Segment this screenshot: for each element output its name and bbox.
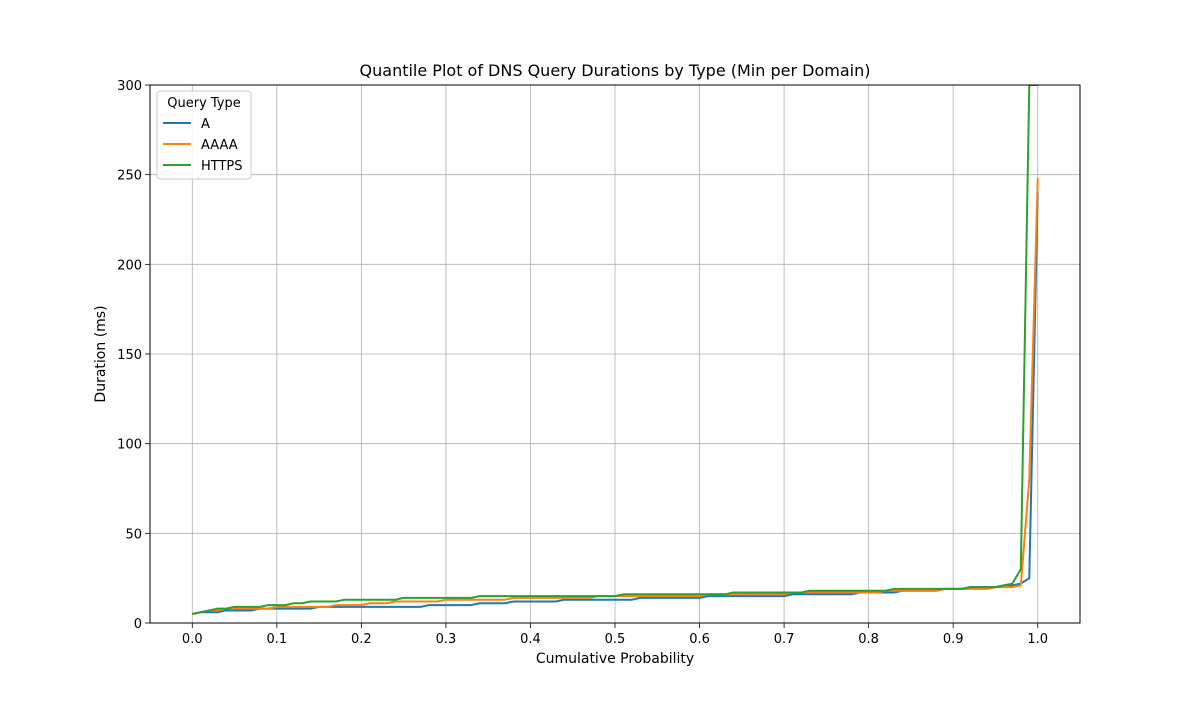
x-axis-ticks: 0.0 0.1 0.2 0.3 0.4 0.5 0.6 0.7 0.8 0.9 1.0 [182,623,1048,647]
legend-label-a: A [201,117,210,132]
x-tick-label: 0.6 [689,632,710,647]
legend-box [156,90,252,180]
x-tick-label: 0.9 [943,632,964,647]
legend-label-aaaa: AAAA [201,138,238,153]
x-tick-label: 0.4 [520,632,541,647]
series-line-a [192,192,1039,616]
x-tick-label: 0.2 [351,632,372,647]
x-tick-label: 0.0 [182,632,203,647]
y-tick-label: 0 [134,617,142,632]
x-tick-label: 0.5 [605,632,626,647]
x-tick-label: 0.1 [266,632,287,647]
chart-title: Quantile Plot of DNS Query Durations by … [360,61,871,80]
legend-title: Query Type [167,96,241,111]
y-axis-ticks: 0 50 100 150 200 250 300 [117,79,150,632]
grid [150,84,1080,624]
y-tick-label: 300 [117,79,142,94]
x-tick-label: 1.0 [1027,632,1048,647]
x-tick-label: 0.3 [436,632,457,647]
y-tick-label: 200 [117,258,142,273]
series-layer [192,85,1039,616]
y-axis-label: Duration (ms) [93,305,109,402]
series-line-https [192,85,1038,616]
x-axis-label: Cumulative Probability [536,651,694,667]
y-tick-label: 50 [125,527,142,542]
x-tick-label: 0.8 [858,632,879,647]
y-tick-label: 150 [117,348,142,363]
legend-label-https: HTTPS [201,159,243,174]
y-tick-label: 250 [117,169,142,184]
x-tick-label: 0.7 [774,632,795,647]
y-tick-label: 100 [117,438,142,453]
